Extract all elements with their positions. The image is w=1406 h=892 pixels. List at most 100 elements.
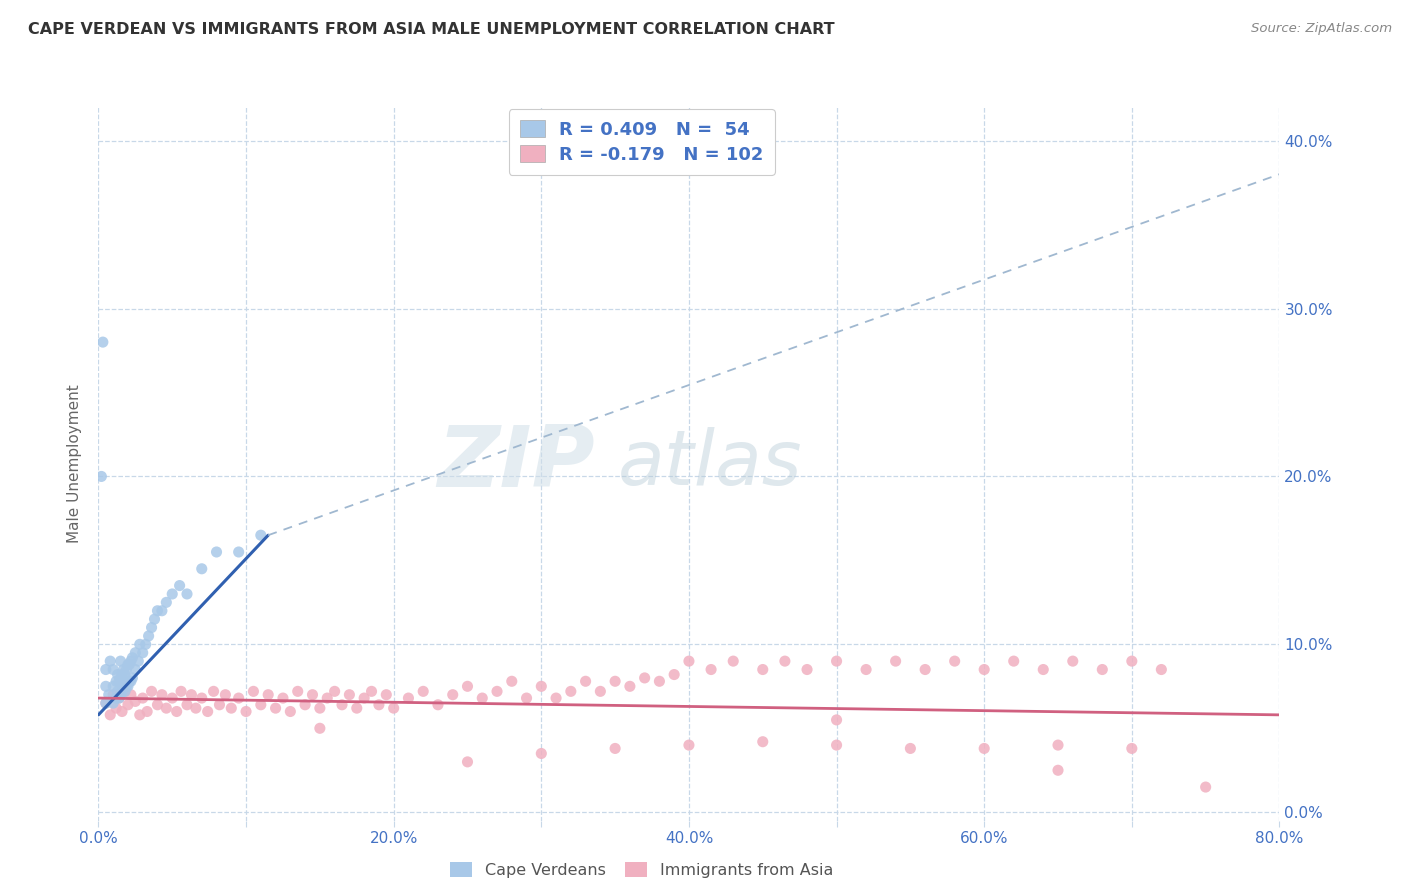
Point bbox=[128, 707, 150, 722]
Point bbox=[605, 741, 627, 756]
Point bbox=[138, 629, 160, 643]
Point bbox=[124, 663, 146, 677]
Point bbox=[678, 654, 700, 668]
Point bbox=[110, 688, 132, 702]
Point bbox=[412, 684, 434, 698]
Point bbox=[197, 705, 219, 719]
Point bbox=[773, 654, 796, 668]
Point bbox=[633, 671, 655, 685]
Point bbox=[619, 679, 641, 693]
Point bbox=[242, 684, 264, 698]
Point bbox=[141, 621, 163, 635]
Point bbox=[107, 684, 129, 698]
Point bbox=[105, 691, 128, 706]
Point bbox=[103, 696, 125, 710]
Y-axis label: Male Unemployment: Male Unemployment bbox=[67, 384, 83, 543]
Point bbox=[112, 663, 135, 677]
Point bbox=[456, 755, 478, 769]
Point bbox=[180, 688, 202, 702]
Point bbox=[155, 701, 177, 715]
Point bbox=[427, 698, 450, 712]
Point bbox=[117, 698, 139, 712]
Legend: Cape Verdeans, Immigrants from Asia: Cape Verdeans, Immigrants from Asia bbox=[443, 855, 839, 884]
Point bbox=[108, 691, 131, 706]
Point bbox=[115, 663, 138, 677]
Point bbox=[150, 688, 173, 702]
Point bbox=[141, 684, 163, 698]
Point bbox=[346, 701, 368, 715]
Point bbox=[143, 612, 166, 626]
Point bbox=[228, 691, 250, 706]
Point bbox=[271, 691, 294, 706]
Point bbox=[117, 679, 139, 693]
Point bbox=[301, 688, 323, 702]
Point bbox=[546, 691, 568, 706]
Point bbox=[90, 469, 112, 483]
Point bbox=[219, 701, 242, 715]
Point bbox=[191, 562, 214, 576]
Point bbox=[103, 679, 125, 693]
Point bbox=[1150, 663, 1173, 677]
Point bbox=[94, 696, 117, 710]
Point bbox=[115, 679, 138, 693]
Point bbox=[323, 684, 346, 698]
Point bbox=[91, 335, 114, 350]
Point bbox=[339, 688, 360, 702]
Point bbox=[228, 545, 250, 559]
Point bbox=[900, 741, 922, 756]
Point bbox=[98, 654, 121, 668]
Point bbox=[170, 684, 193, 698]
Point bbox=[257, 688, 280, 702]
Point bbox=[132, 691, 155, 706]
Point bbox=[108, 674, 131, 689]
Point bbox=[678, 738, 700, 752]
Point bbox=[108, 691, 131, 706]
Point bbox=[360, 684, 382, 698]
Point bbox=[121, 650, 143, 665]
Point bbox=[796, 663, 818, 677]
Point bbox=[515, 691, 537, 706]
Point bbox=[914, 663, 936, 677]
Point bbox=[605, 674, 627, 689]
Point bbox=[94, 696, 117, 710]
Point bbox=[205, 545, 228, 559]
Point bbox=[111, 684, 134, 698]
Point bbox=[127, 654, 149, 668]
Point bbox=[155, 595, 177, 609]
Point bbox=[202, 684, 225, 698]
Point bbox=[94, 679, 117, 693]
Point bbox=[1046, 764, 1069, 778]
Point bbox=[368, 698, 391, 712]
Point bbox=[751, 735, 773, 749]
Point bbox=[114, 667, 136, 681]
Point bbox=[132, 646, 155, 660]
Point bbox=[973, 741, 995, 756]
Point bbox=[700, 663, 723, 677]
Point bbox=[375, 688, 398, 702]
Point bbox=[287, 684, 309, 698]
Text: atlas: atlas bbox=[619, 427, 803, 500]
Point bbox=[114, 684, 136, 698]
Point bbox=[124, 646, 146, 660]
Point bbox=[825, 713, 848, 727]
Point bbox=[117, 657, 139, 672]
Point bbox=[250, 698, 273, 712]
Point bbox=[278, 705, 302, 719]
Point bbox=[1121, 741, 1143, 756]
Point bbox=[973, 663, 995, 677]
Point bbox=[176, 587, 198, 601]
Point bbox=[382, 701, 405, 715]
Point bbox=[1062, 654, 1084, 668]
Point bbox=[530, 747, 553, 761]
Point bbox=[1046, 738, 1069, 752]
Point bbox=[111, 667, 134, 681]
Point bbox=[103, 688, 125, 702]
Point bbox=[471, 691, 494, 706]
Point bbox=[456, 679, 478, 693]
Point bbox=[120, 654, 142, 668]
Point bbox=[103, 663, 125, 677]
Point bbox=[751, 663, 773, 677]
Point bbox=[264, 701, 287, 715]
Point bbox=[664, 667, 686, 681]
Point bbox=[118, 657, 141, 672]
